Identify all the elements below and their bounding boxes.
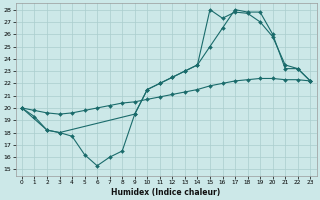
X-axis label: Humidex (Indice chaleur): Humidex (Indice chaleur) — [111, 188, 221, 197]
